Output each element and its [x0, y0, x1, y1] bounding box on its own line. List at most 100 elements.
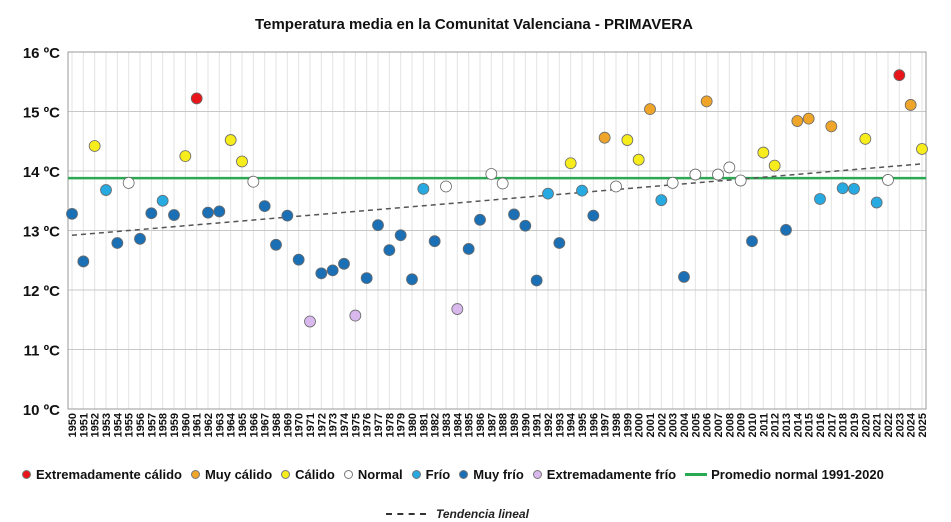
- legend-item: Cálido: [281, 467, 335, 482]
- y-tick-label: 11 ºC: [24, 343, 61, 360]
- x-tick-label: 2004: [679, 412, 691, 437]
- data-point-1971: [304, 315, 316, 328]
- y-tick-label: 13 ºC: [23, 224, 60, 241]
- trend-line: [71, 163, 923, 237]
- data-point-1972: [315, 267, 328, 280]
- x-tick-label: 2022: [883, 413, 895, 437]
- data-point-1978: [383, 244, 396, 257]
- x-tick-label: 2025: [917, 413, 929, 437]
- data-point-1988: [496, 177, 509, 190]
- x-tick-label: 2007: [713, 413, 725, 437]
- data-point-2014: [791, 115, 804, 127]
- data-point-2008: [723, 161, 736, 174]
- legend-item: Frío: [411, 467, 450, 482]
- legend-marker: [459, 470, 469, 479]
- x-tick-label: 2001: [645, 413, 657, 437]
- grid-layer: [68, 51, 926, 410]
- data-point-1980: [406, 273, 418, 286]
- x-tick-label: 2024: [906, 412, 918, 437]
- line-layer: [68, 163, 926, 237]
- x-tick-label: 2020: [860, 413, 872, 437]
- data-point-2024: [904, 99, 917, 111]
- x-tick-label: 1957: [146, 413, 158, 437]
- data-point-2004: [678, 271, 690, 283]
- x-tick-label: 1976: [362, 413, 374, 437]
- data-point-2006: [700, 95, 713, 108]
- x-tick-label: 1955: [124, 413, 136, 437]
- plot-border: [67, 51, 927, 410]
- data-point-1957: [145, 207, 158, 220]
- trend-legend-label: Tendencia lineal: [436, 507, 529, 521]
- data-point-1959: [168, 209, 180, 221]
- data-point-1986: [474, 213, 486, 226]
- legend: Extremadamente cálido Muy cálido Cálido Nor…: [22, 467, 951, 482]
- x-tick-label: 1970: [294, 413, 306, 437]
- x-tick-label: 1963: [214, 413, 226, 437]
- data-point-2025: [916, 143, 928, 155]
- x-tick-label: 1999: [622, 413, 634, 437]
- data-point-1955: [122, 176, 135, 189]
- legend-marker: [343, 470, 353, 479]
- x-tick-label: 1998: [611, 413, 623, 437]
- data-point-2012: [768, 159, 781, 172]
- data-point-1952: [88, 140, 101, 152]
- x-tick-label: 1990: [520, 413, 532, 437]
- x-tick-label: 2017: [826, 413, 838, 437]
- x-tick-label: 2019: [849, 413, 861, 437]
- x-tick-label: 2009: [736, 413, 748, 437]
- x-tick-label: 1964: [226, 412, 238, 437]
- x-tick-label: 2010: [747, 413, 759, 437]
- legend-item: Muy frío: [459, 467, 524, 482]
- y-tick-label: 15 ºC: [23, 105, 60, 122]
- x-tick-label: 2006: [702, 413, 714, 437]
- data-point-1985: [462, 243, 475, 255]
- x-tick-label: 1978: [384, 413, 396, 437]
- x-tick-label: 2012: [770, 413, 782, 437]
- x-tick-label: 1951: [78, 413, 90, 437]
- data-point-1954: [111, 237, 124, 249]
- x-tick-label: 1956: [135, 413, 147, 437]
- x-tick-label: 1992: [543, 413, 555, 437]
- y-tick-label: 16 ºC: [23, 45, 60, 62]
- data-point-2023: [893, 69, 906, 82]
- data-point-1976: [360, 272, 373, 285]
- x-tick-label: 2003: [668, 413, 680, 437]
- data-point-1956: [134, 232, 146, 245]
- data-point-2022: [882, 174, 894, 186]
- data-point-1992: [542, 187, 554, 200]
- data-point-2017: [825, 120, 838, 133]
- legend-average-symbol: [685, 473, 708, 476]
- data-point-2000: [632, 153, 645, 166]
- data-point-2019: [848, 182, 860, 195]
- data-point-1970: [292, 253, 305, 266]
- data-point-2011: [757, 146, 770, 159]
- x-tick-label: 1982: [430, 413, 442, 437]
- y-tick-label: 12 ºC: [23, 283, 60, 300]
- legend-label: Promedio normal 1991-2020: [711, 467, 884, 482]
- data-point-1991: [530, 274, 543, 287]
- x-tick-label: 1979: [396, 413, 408, 437]
- x-tick-label: 1989: [509, 413, 521, 437]
- legend-marker: [190, 470, 200, 479]
- data-point-2005: [689, 168, 702, 181]
- data-point-1951: [77, 255, 90, 268]
- legend-marker: [411, 470, 421, 479]
- x-tick-label: 1973: [328, 413, 340, 437]
- data-point-2002: [655, 194, 668, 207]
- x-tick-label: 2000: [634, 413, 646, 437]
- data-point-1968: [270, 238, 282, 251]
- x-tick-label: 1984: [452, 412, 464, 437]
- x-tick-label: 1953: [101, 413, 113, 437]
- data-point-1987: [485, 168, 498, 180]
- data-point-1960: [179, 150, 192, 163]
- data-point-2016: [814, 193, 826, 205]
- legend-label: Muy frío: [473, 467, 524, 482]
- x-tick-label: 1993: [554, 413, 566, 437]
- x-tick-label: 1983: [441, 413, 453, 437]
- x-tick-label: 1988: [498, 413, 510, 437]
- data-point-1962: [202, 206, 214, 219]
- legend-label: Extremadamente cálido: [36, 467, 182, 482]
- data-point-1996: [587, 209, 600, 222]
- x-tick-label: 1995: [577, 413, 589, 437]
- x-tick-label: 1975: [350, 413, 362, 437]
